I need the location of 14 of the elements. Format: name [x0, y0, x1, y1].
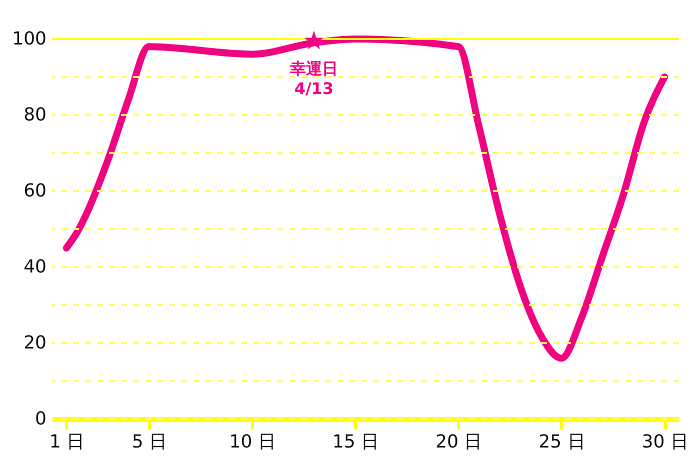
x-tick-label: 10 日: [229, 432, 276, 452]
annotation: 幸運日 4/13: [288, 58, 338, 98]
y-tick-label: 0: [35, 408, 46, 430]
y-tick-label: 60: [24, 180, 46, 202]
x-tick-label: 20 日: [435, 432, 482, 452]
y-tick-label: 100: [12, 28, 46, 50]
x-tick-label: 25 日: [538, 432, 586, 452]
x-tick-label: 1 日: [49, 432, 85, 452]
x-tick-label: 5 日: [132, 432, 168, 452]
y-tick-label: 80: [24, 104, 46, 126]
y-tick-label: 20: [24, 332, 46, 354]
y-tick-label: 40: [24, 256, 46, 278]
x-tick-label: 30 日: [642, 432, 688, 452]
x-tick-label: 15 日: [332, 432, 380, 452]
